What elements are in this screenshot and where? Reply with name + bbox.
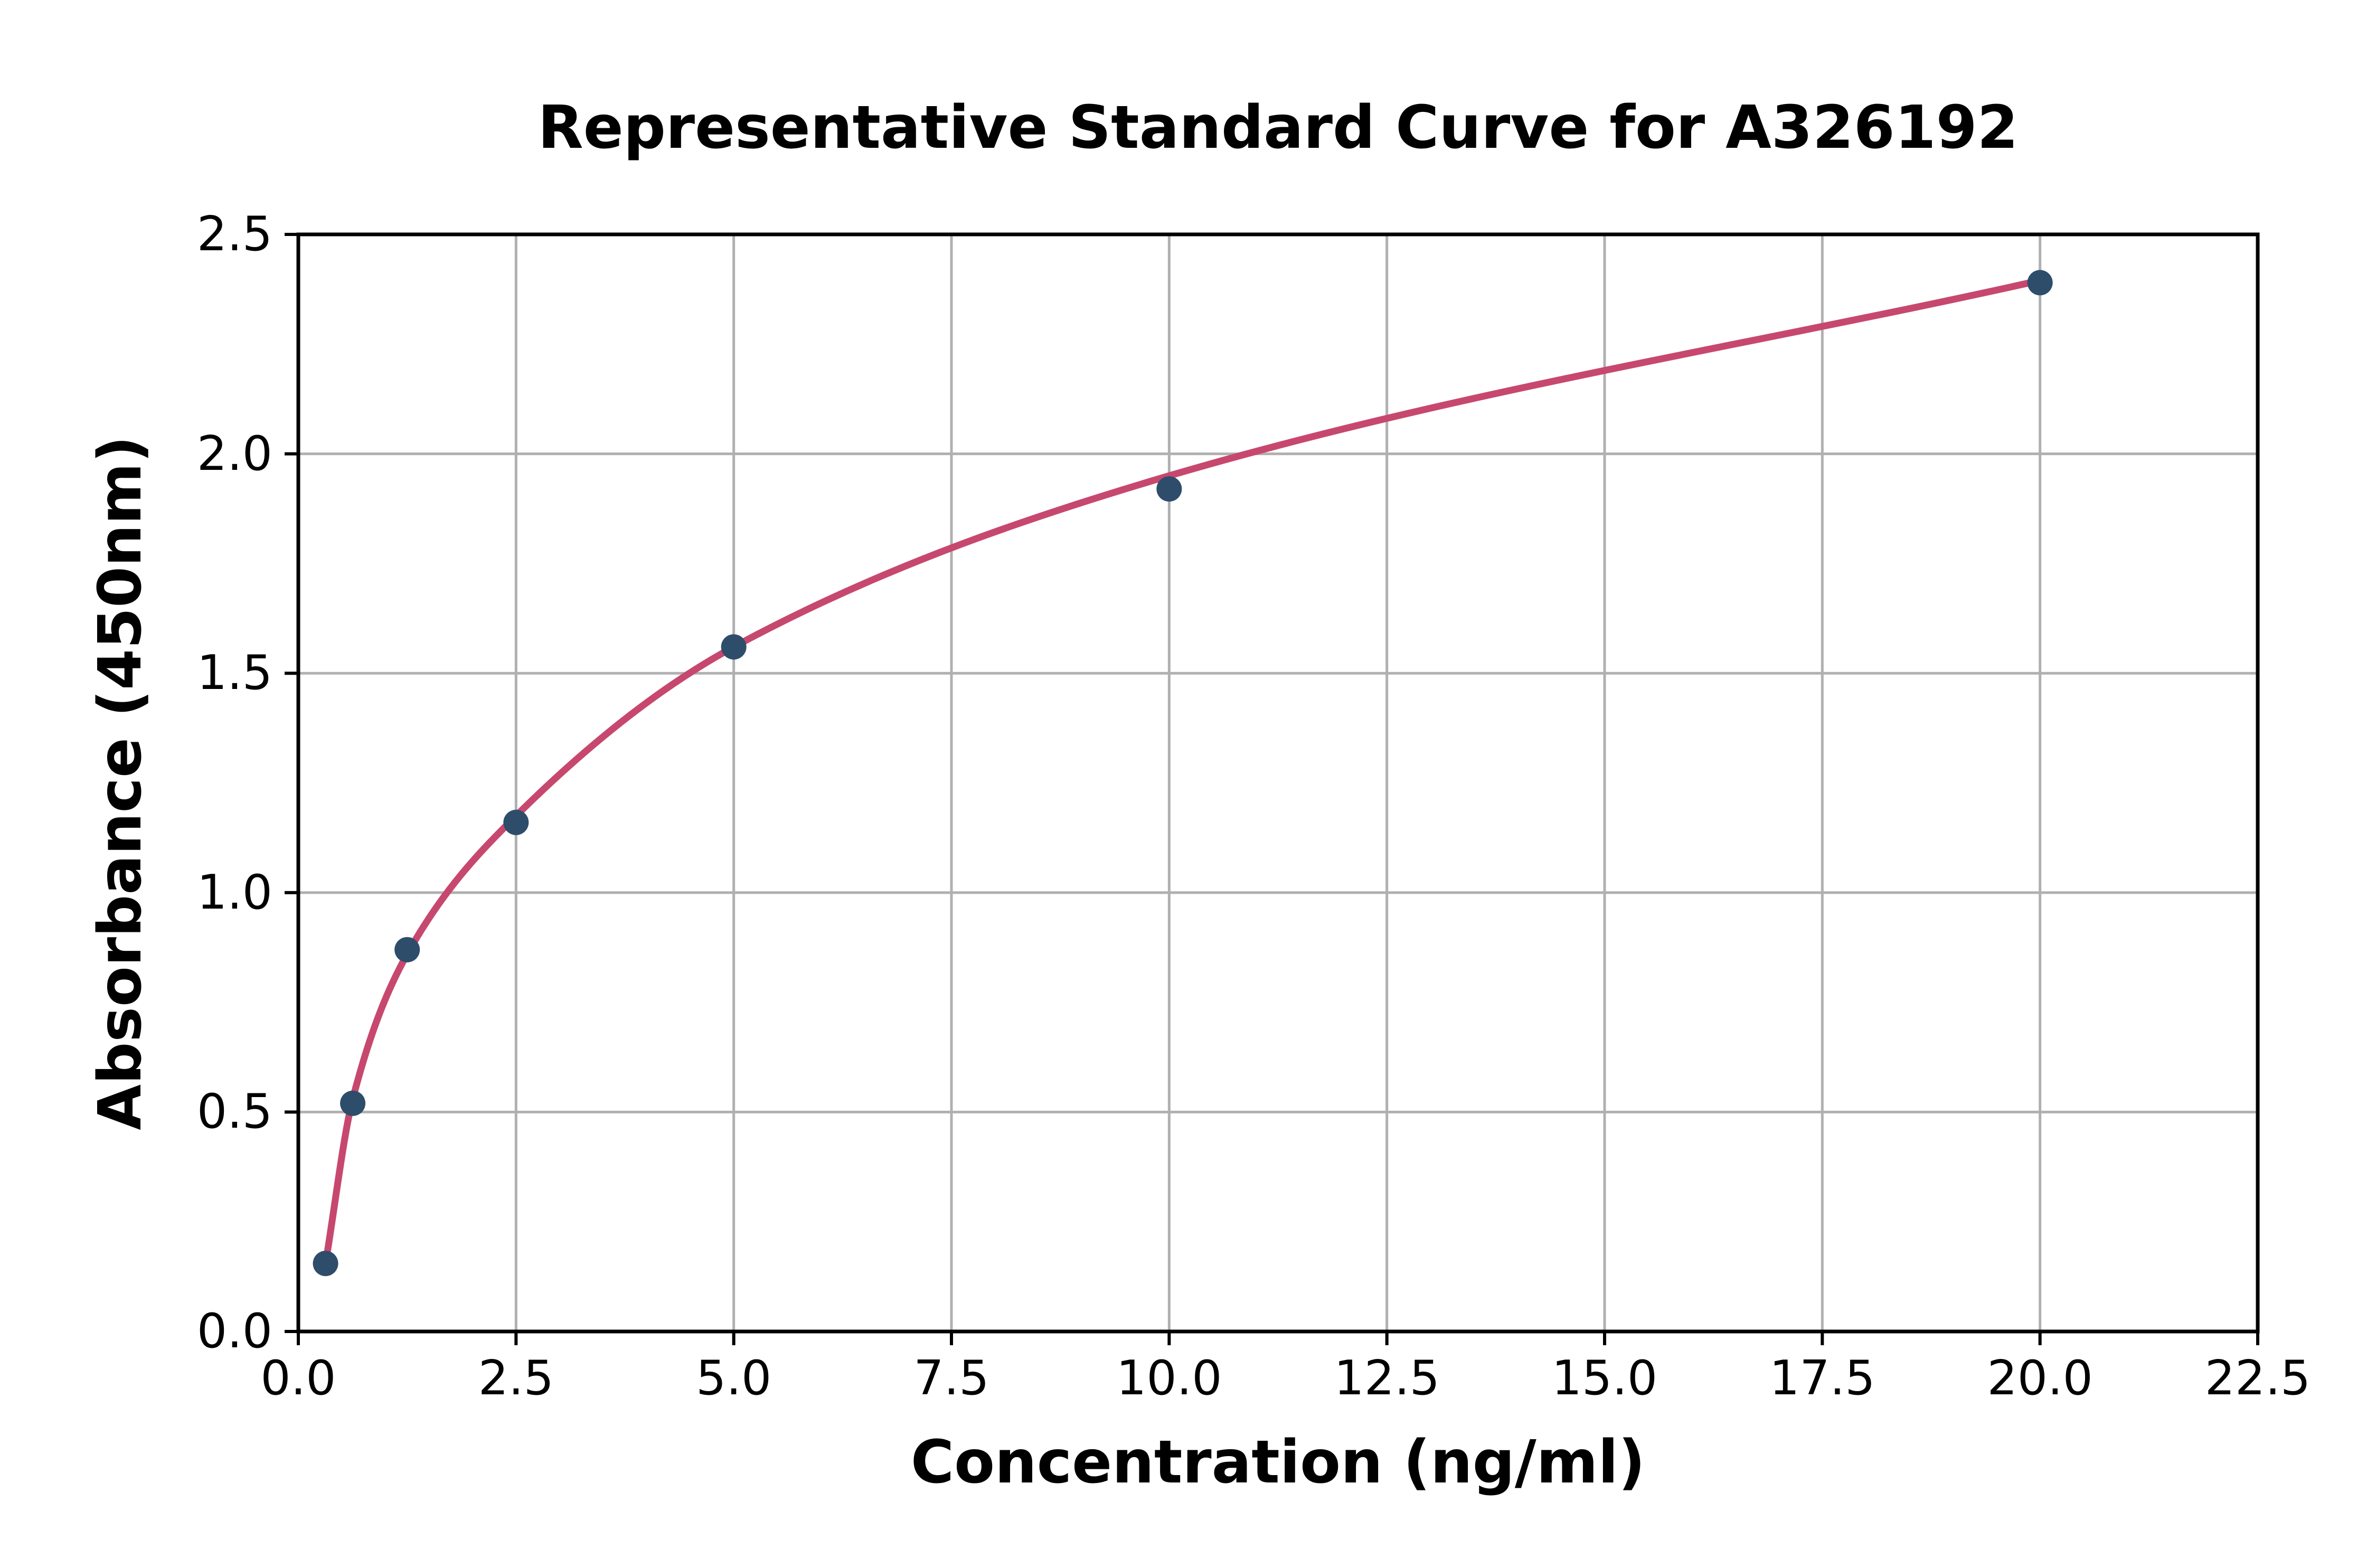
x-tick-label: 10.0 [1116, 1350, 1222, 1406]
x-tick-label: 15.0 [1551, 1350, 1658, 1406]
x-tick-label: 2.5 [478, 1350, 554, 1406]
y-tick-label: 0.0 [196, 1303, 272, 1359]
x-tick-label: 5.0 [696, 1350, 772, 1406]
x-axis-label: Concentration (ng/ml) [910, 1428, 1646, 1497]
y-tick-label: 1.5 [196, 645, 272, 701]
x-tick-label: 17.5 [1769, 1350, 1875, 1406]
axes-frame [296, 232, 2260, 1334]
data-point [2027, 270, 2053, 296]
fit-curve [322, 277, 2044, 1267]
data-point [503, 809, 529, 835]
data-point [1156, 476, 1182, 502]
y-tick-label: 0.5 [196, 1084, 272, 1140]
x-tick-label: 7.5 [913, 1350, 989, 1406]
x-tick-label: 22.5 [2204, 1350, 2311, 1406]
y-axis-label: Absorbance (450nm) [86, 436, 155, 1130]
data-point [340, 1090, 366, 1116]
x-tick-label: 12.5 [1334, 1350, 1440, 1406]
y-tick-label: 1.0 [196, 864, 272, 920]
data-point [394, 937, 420, 962]
x-tick-label: 0.0 [260, 1350, 336, 1406]
x-tick-label: 20.0 [1987, 1350, 2093, 1406]
data-point [721, 634, 747, 660]
y-tick-label: 2.5 [196, 206, 272, 262]
chart-title: Representative Standard Curve for A32619… [538, 93, 2019, 162]
data-point [313, 1251, 338, 1277]
y-tick-label: 2.0 [196, 426, 272, 481]
